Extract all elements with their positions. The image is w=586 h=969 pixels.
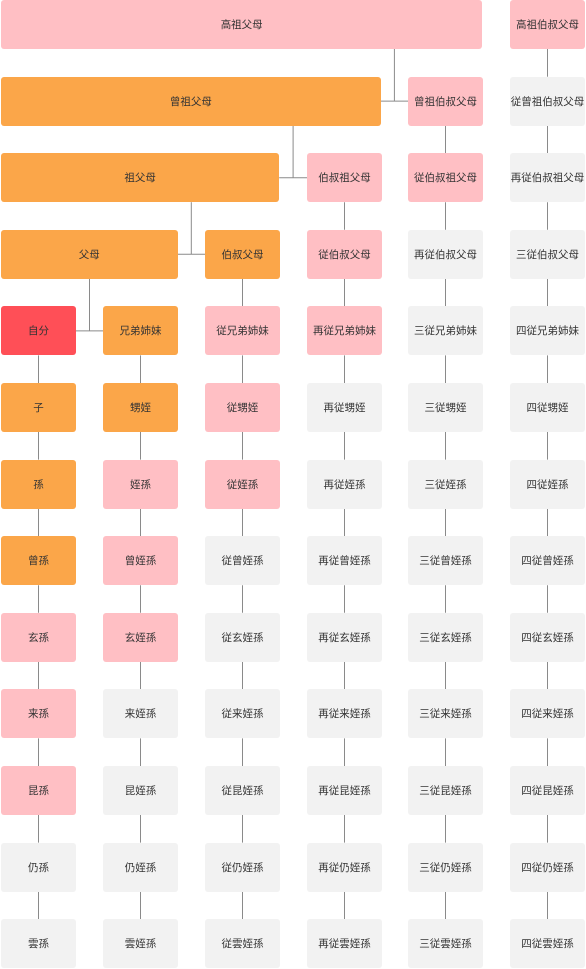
kin-node-s-xys: 三従玄姪孫 xyxy=(408,612,483,662)
kin-node-xys: 玄姪孫 xyxy=(103,612,178,662)
kin-node-zi: 子 xyxy=(1,383,76,432)
kin-node-zengsun: 曾孫 xyxy=(1,536,76,586)
kin-node-z-ys: 再従姪孫 xyxy=(307,459,382,509)
kin-node-c-ys: 従姪孫 xyxy=(205,459,280,509)
kin-node-s-rys: 三従仍姪孫 xyxy=(408,842,483,892)
kin-node-c-sy: 従甥姪 xyxy=(205,383,280,432)
kin-node-s-bs: 三従伯叔父母 xyxy=(510,229,585,279)
kin-node-s-kys: 三従昆姪孫 xyxy=(408,766,483,815)
kin-node-c-lys: 従来姪孫 xyxy=(205,689,280,739)
kin-node-s-xd: 三従兄弟姉妹 xyxy=(408,306,483,356)
kin-node-s-sy: 三従甥姪 xyxy=(408,383,483,432)
kin-node-uys: 雲姪孫 xyxy=(103,919,178,969)
kin-node-lys: 来姪孫 xyxy=(103,689,178,739)
kin-node-s-zys: 三従曾姪孫 xyxy=(408,536,483,586)
kin-node-y-xys: 四従玄姪孫 xyxy=(510,612,585,662)
kin-node-zengzu: 曾祖父母 xyxy=(1,76,381,126)
kin-node-y-zys: 四従曾姪孫 xyxy=(510,536,585,586)
kin-node-zengzu-bs: 曾祖伯叔父母 xyxy=(408,76,483,126)
kin-node-self: 自分 xyxy=(1,306,76,356)
kin-node-z-xd: 再従兄弟姉妹 xyxy=(307,306,382,356)
kin-node-s-ys: 三従姪孫 xyxy=(408,459,483,509)
kin-node-c-xd: 従兄弟姉妹 xyxy=(205,306,280,356)
kin-node-c-bs-zu: 従伯叔祖父母 xyxy=(408,153,483,203)
kin-node-y-sy: 四従甥姪 xyxy=(510,383,585,432)
kin-node-zys: 曾姪孫 xyxy=(103,536,178,586)
kin-node-rys: 仍姪孫 xyxy=(103,842,178,892)
kin-node-c-xys: 従玄姪孫 xyxy=(205,612,280,662)
kin-node-yunsun: 雲孫 xyxy=(1,919,76,969)
kin-node-c-zys: 従曾姪孫 xyxy=(205,536,280,586)
kin-node-rengsun: 仍孫 xyxy=(1,842,76,892)
kin-node-xd: 兄弟姉妹 xyxy=(103,306,178,356)
kin-node-sy: 甥姪 xyxy=(103,383,178,432)
kin-node-z-xys: 再従玄姪孫 xyxy=(307,612,382,662)
kin-node-z-bs-zu: 再従伯叔祖父母 xyxy=(510,153,585,203)
kin-node-z-kys: 再従昆姪孫 xyxy=(307,766,382,815)
kin-node-bs: 伯叔父母 xyxy=(205,229,280,279)
kin-node-s-lys: 三従来姪孫 xyxy=(408,689,483,739)
kin-node-y-rys: 四従仍姪孫 xyxy=(510,842,585,892)
kin-node-y-lys: 四従来姪孫 xyxy=(510,689,585,739)
kin-node-z-rys: 再従仍姪孫 xyxy=(307,842,382,892)
kin-node-z-zys: 再従曾姪孫 xyxy=(307,536,382,586)
kin-node-zu: 祖父母 xyxy=(1,153,280,203)
kin-node-c-uys: 従雲姪孫 xyxy=(205,919,280,969)
kin-node-bs-zu: 伯叔祖父母 xyxy=(307,153,382,203)
kin-node-xuansun: 玄孫 xyxy=(1,612,76,662)
kin-node-y-kys: 四従昆姪孫 xyxy=(510,766,585,815)
kin-node-kunsun: 昆孫 xyxy=(1,766,76,815)
kin-node-ys: 姪孫 xyxy=(103,459,178,509)
kin-node-c-rys: 従仍姪孫 xyxy=(205,842,280,892)
kin-node-laisun: 来孫 xyxy=(1,689,76,739)
kin-node-c-zengzu-bs: 従曾祖伯叔父母 xyxy=(510,76,585,126)
kin-node-y-uys: 四従雲姪孫 xyxy=(510,919,585,969)
kin-node-sun: 孫 xyxy=(1,459,76,509)
kin-node-fumu: 父母 xyxy=(1,229,178,279)
kin-node-gaozu: 高祖父母 xyxy=(1,0,483,49)
kin-node-c-kys: 従昆姪孫 xyxy=(205,766,280,815)
kin-node-z-bs: 再従伯叔父母 xyxy=(408,229,483,279)
kin-node-y-xd: 四従兄弟姉妹 xyxy=(510,306,585,356)
kin-node-c-bs: 従伯叔父母 xyxy=(307,229,382,279)
kin-node-z-uys: 再従雲姪孫 xyxy=(307,919,382,969)
kin-node-z-lys: 再従来姪孫 xyxy=(307,689,382,739)
kin-node-s-uys: 三従雲姪孫 xyxy=(408,919,483,969)
kin-node-kys: 昆姪孫 xyxy=(103,766,178,815)
kin-node-y-ys: 四従姪孫 xyxy=(510,459,585,509)
kin-node-gaozu-bs: 高祖伯叔父母 xyxy=(510,0,585,49)
kin-node-z-sy: 再従甥姪 xyxy=(307,383,382,432)
